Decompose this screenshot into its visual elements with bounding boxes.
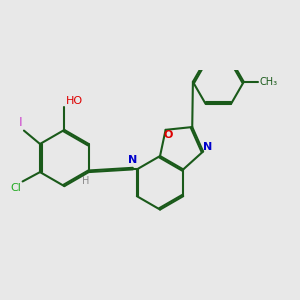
- Text: H: H: [82, 176, 90, 187]
- Text: O: O: [163, 130, 172, 140]
- Text: CH₃: CH₃: [260, 77, 278, 87]
- Text: I: I: [19, 116, 22, 129]
- Text: HO: HO: [66, 96, 83, 106]
- Text: N: N: [128, 154, 137, 165]
- Text: Cl: Cl: [11, 183, 21, 193]
- Text: N: N: [202, 142, 212, 152]
